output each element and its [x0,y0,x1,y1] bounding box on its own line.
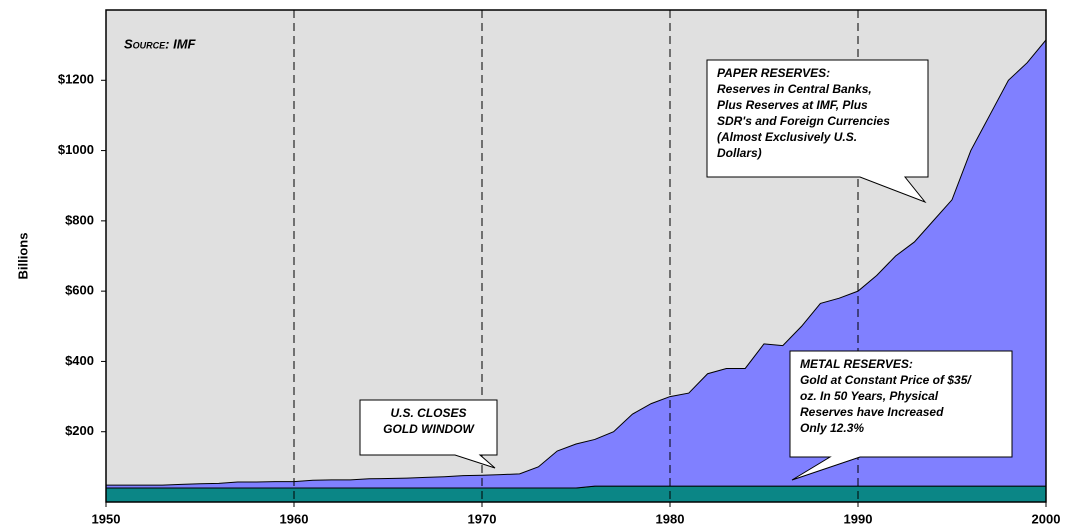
x-tick-label: 1980 [656,511,685,526]
x-tick-label: 1990 [844,511,873,526]
x-tick-label: 2000 [1032,511,1061,526]
x-tick-label: 1950 [92,511,121,526]
annotation-text: Dollars) [717,146,762,160]
callout-box [789,350,1013,481]
annotation-text: SDR's and Foreign Currencies [717,114,890,128]
y-tick-label: $400 [65,353,94,368]
annotation-text: Plus Reserves at IMF, Plus [717,98,868,112]
y-tick-label: $600 [65,283,94,298]
x-tick-label: 1960 [280,511,309,526]
annotation-text: (Almost Exclusively U.S. [717,130,857,144]
y-tick-label: $1200 [58,72,94,87]
x-tick-label: 1970 [468,511,497,526]
annotation-text: Reserves have Increased [800,405,944,419]
callout-box [359,399,498,469]
plot-border [105,9,1047,503]
annotation-text: GOLD WINDOW [383,422,475,436]
callout-box [706,59,929,204]
y-axis-label: Billions [15,233,30,280]
annotation-text: PAPER RESERVES: [717,66,830,80]
source-note: Source: IMF [124,36,197,51]
annotation-text: Reserves in Central Banks, [717,82,872,96]
annotation-text: Only 12.3% [800,421,864,435]
y-tick-label: $800 [65,212,94,227]
y-tick-label: $200 [65,423,94,438]
y-tick-label: $1000 [58,142,94,157]
annotation-text: U.S. CLOSES [390,406,466,420]
area [105,485,1047,503]
annotation-text: METAL RESERVES: [800,357,913,371]
annotation-text: Gold at Constant Price of $35/ [800,373,972,387]
annotation-text: oz. In 50 Years, Physical [800,389,939,403]
